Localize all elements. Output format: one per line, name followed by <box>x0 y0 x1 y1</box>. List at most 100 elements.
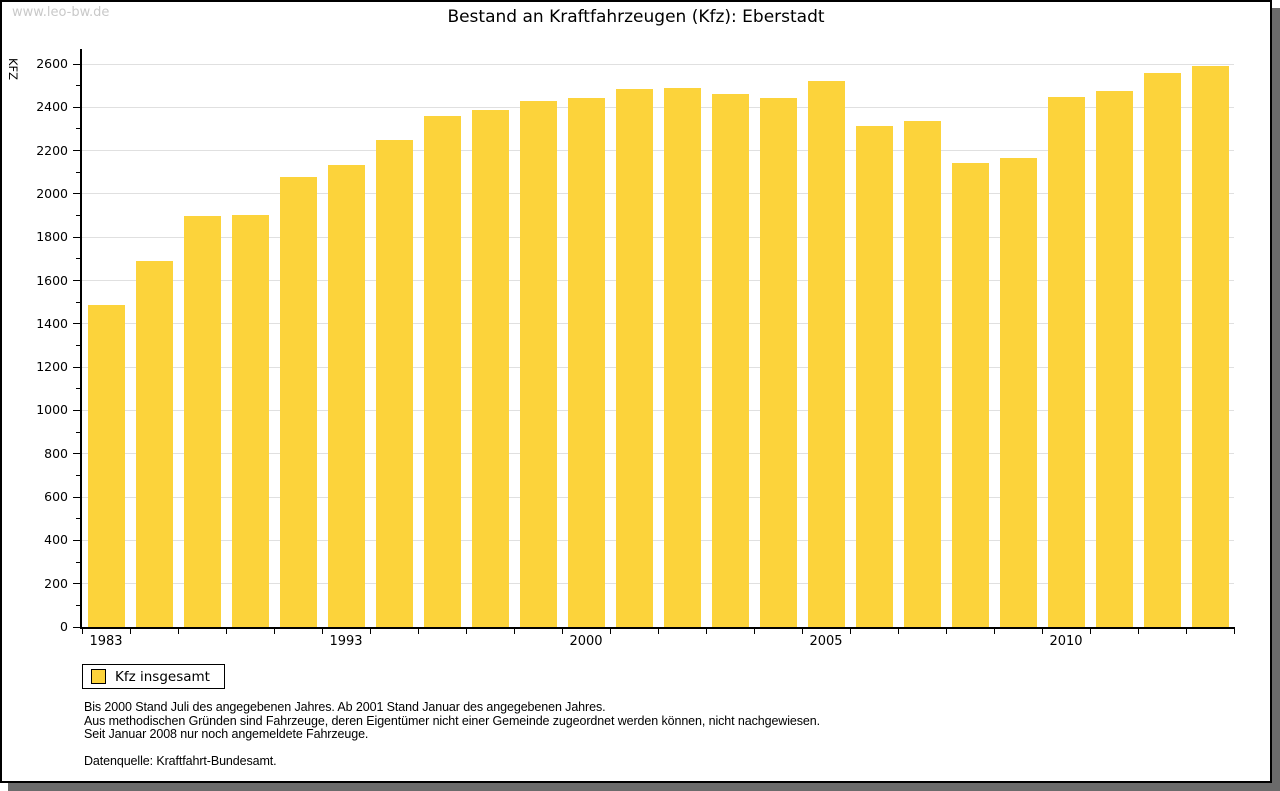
y-tick-minor <box>76 258 80 260</box>
bar <box>231 214 269 627</box>
y-tick-minor <box>76 561 80 563</box>
gridline <box>82 496 1234 498</box>
x-tick-label: 2000 <box>569 634 603 649</box>
x-tick-label: 1983 <box>89 634 123 649</box>
bar-cell <box>130 49 178 627</box>
legend: Kfz insgesamt <box>82 664 225 689</box>
bar <box>375 139 413 627</box>
bar <box>87 305 125 627</box>
y-tick-label: 400 <box>44 532 68 548</box>
legend-label: Kfz insgesamt <box>115 668 210 685</box>
gridline <box>82 280 1234 282</box>
bar <box>999 158 1037 627</box>
bar-series: 1983 1993 2000 2005 2010 <box>82 49 1234 649</box>
bar <box>711 94 749 627</box>
bar <box>1143 72 1181 627</box>
bar <box>135 261 173 627</box>
gridline <box>82 193 1234 195</box>
bar-cell <box>754 49 802 627</box>
y-tick-minor <box>76 171 80 173</box>
bar-cell <box>658 49 706 627</box>
x-axis-tick <box>465 627 467 634</box>
y-tick-major <box>73 280 80 282</box>
y-tick-major <box>73 583 80 585</box>
bar <box>759 97 797 627</box>
bar-cell <box>706 49 754 627</box>
bar-cell <box>418 49 466 627</box>
gridline <box>82 63 1234 65</box>
bar <box>855 125 893 627</box>
plot-area: 1983 1993 2000 2005 2010 <box>80 49 1235 649</box>
y-tick-minor <box>76 345 80 346</box>
bar <box>567 97 605 627</box>
x-axis-tick <box>1041 627 1043 634</box>
gridline <box>82 409 1234 411</box>
y-tick-major <box>73 193 80 195</box>
gridline <box>82 236 1234 238</box>
gridline <box>82 583 1234 585</box>
x-tick-label: 1993 <box>329 634 363 649</box>
bar-cell <box>946 49 994 627</box>
gridline <box>82 150 1234 152</box>
x-tick-label: 2010 <box>1049 634 1083 649</box>
bar-cell: 2010 <box>1042 49 1090 649</box>
bar <box>519 100 557 627</box>
y-tick-major <box>73 626 80 628</box>
y-tick-minor <box>76 128 80 130</box>
bar <box>471 109 509 627</box>
bar-cell <box>226 49 274 627</box>
bar <box>663 87 701 627</box>
x-axis-tick <box>705 627 707 634</box>
bar-cell <box>850 49 898 627</box>
x-axis-tick <box>1137 627 1139 634</box>
y-tick-minor <box>76 85 80 87</box>
y-tick-label: 600 <box>44 489 68 505</box>
bar-cell <box>1186 49 1234 627</box>
gridline <box>82 366 1234 368</box>
bar <box>951 162 989 627</box>
bar-cell <box>610 49 658 627</box>
bar-cell <box>178 49 226 627</box>
x-axis-tick <box>993 627 995 634</box>
y-tick-label: 1800 <box>36 229 68 245</box>
bar <box>423 116 461 627</box>
bar <box>807 81 845 627</box>
y-tick-major <box>73 409 80 411</box>
y-tick-label: 2000 <box>36 185 68 201</box>
legend-swatch <box>91 669 106 684</box>
chart-title: Bestand an Kraftfahrzeugen (Kfz): Eberst… <box>447 7 825 27</box>
gridline <box>82 539 1234 541</box>
y-tick-label: 1000 <box>36 402 68 418</box>
gridline <box>82 453 1234 455</box>
y-tick-major <box>73 453 80 455</box>
bar <box>1191 66 1229 627</box>
y-tick-label: 200 <box>44 575 68 591</box>
bar-cell <box>1090 49 1138 627</box>
bar <box>903 121 941 627</box>
bar-cell <box>1138 49 1186 627</box>
y-tick-minor <box>76 215 80 217</box>
x-axis-tick <box>1089 627 1091 634</box>
gridlines <box>82 49 1234 627</box>
y-tick-major <box>73 323 80 325</box>
x-axis-tick <box>81 627 83 634</box>
x-axis-tick <box>513 627 515 634</box>
y-tick-minor <box>76 431 80 433</box>
x-axis-tick <box>801 627 803 634</box>
y-tick-major <box>73 63 80 65</box>
bar <box>1095 91 1133 627</box>
y-tick-major <box>73 496 80 498</box>
y-tick-label: 1200 <box>36 359 68 375</box>
data-source-line: Datenquelle: Kraftfahrt-Bundesamt. <box>84 753 277 768</box>
x-axis-tick <box>129 627 131 634</box>
y-tick-label: 2200 <box>36 142 68 158</box>
y-tick-minor <box>76 518 80 520</box>
x-axis-tick <box>945 627 947 634</box>
y-tick-major <box>73 236 80 238</box>
x-axis-tick <box>417 627 419 634</box>
y-tick-label: 2600 <box>36 56 68 71</box>
y-tick-minor <box>76 388 80 390</box>
y-tick-major <box>73 150 80 152</box>
footnote-line: Seit Januar 2008 nur noch angemeldete Fa… <box>84 727 369 742</box>
y-tick-label: 2400 <box>36 99 68 115</box>
